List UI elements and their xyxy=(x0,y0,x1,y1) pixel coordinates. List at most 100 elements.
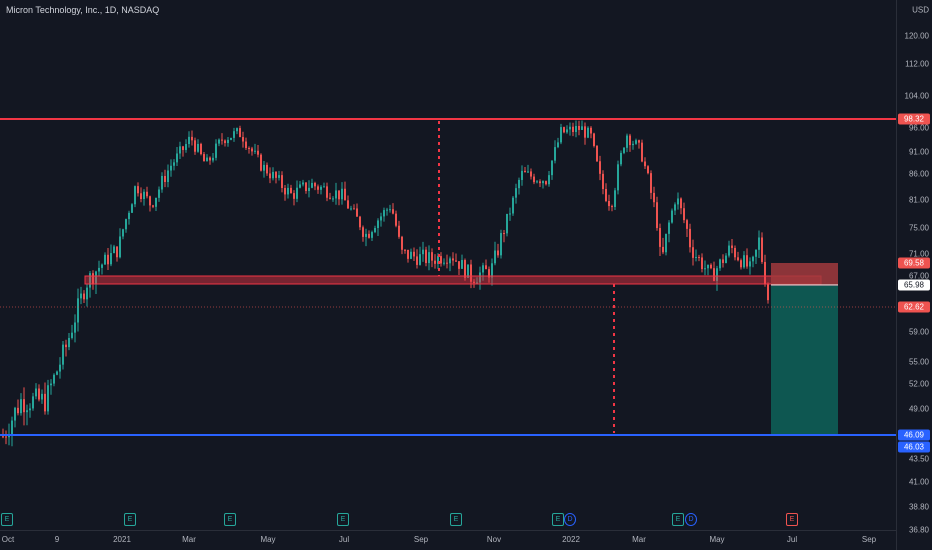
candle-body xyxy=(122,229,124,237)
candle-body xyxy=(200,143,202,155)
candle-body xyxy=(74,322,76,333)
candle-body xyxy=(56,371,58,375)
price-tag: 46.03 xyxy=(898,441,930,453)
candle-body xyxy=(272,171,274,179)
candle-body xyxy=(23,399,25,413)
candle-body xyxy=(719,259,721,269)
time-tick: May xyxy=(260,535,276,544)
earnings-marker[interactable]: E xyxy=(224,513,236,526)
candle-body xyxy=(386,209,388,211)
earnings-marker[interactable]: E xyxy=(124,513,136,526)
candle-body xyxy=(317,186,319,190)
candle-body xyxy=(161,175,163,190)
price-tag: 69.58 xyxy=(898,257,930,269)
candle-body xyxy=(620,152,622,165)
candle-body xyxy=(353,208,355,210)
candle-body xyxy=(515,188,517,198)
earnings-marker[interactable]: E xyxy=(450,513,462,526)
candle-body xyxy=(746,255,748,267)
candle-body xyxy=(602,173,604,190)
candle-body xyxy=(47,385,49,412)
earnings-marker[interactable]: E xyxy=(786,513,798,526)
candle-body xyxy=(113,246,115,254)
candle-body xyxy=(227,139,229,144)
time-tick: Mar xyxy=(632,535,646,544)
candle-body xyxy=(506,213,508,234)
candle-body xyxy=(725,255,727,263)
candle-body xyxy=(416,256,418,265)
candle-body xyxy=(572,126,574,133)
candle-body xyxy=(170,165,172,171)
candle-body xyxy=(710,264,712,269)
candle-body xyxy=(77,298,79,323)
stop-loss-zone xyxy=(771,263,838,285)
candle-body xyxy=(674,204,676,211)
time-tick: 2021 xyxy=(113,535,131,544)
candle-body xyxy=(335,190,337,199)
dividend-marker[interactable]: D xyxy=(685,513,697,526)
candle-body xyxy=(473,281,475,283)
dividend-marker[interactable]: D xyxy=(564,513,576,526)
candle-body xyxy=(482,265,484,273)
candle-body xyxy=(509,213,511,215)
candle-body xyxy=(605,189,607,201)
price-scale[interactable]: USD 120.00 112.00 104.00 96.00 91.00 86.00 81.… xyxy=(896,0,932,550)
candle-body xyxy=(50,383,52,386)
candle-body xyxy=(428,252,430,264)
candle-body xyxy=(377,220,379,229)
earnings-marker[interactable]: E xyxy=(672,513,684,526)
earnings-marker[interactable]: E xyxy=(552,513,564,526)
candle-body xyxy=(242,137,244,142)
earnings-marker[interactable]: E xyxy=(337,513,349,526)
price-tick: 67.00 xyxy=(908,271,929,281)
candle-body xyxy=(425,249,427,264)
candle-body xyxy=(530,171,532,177)
candle-body xyxy=(359,216,361,228)
candle-body xyxy=(260,154,262,171)
candle-body xyxy=(560,127,562,143)
candle-body xyxy=(365,233,367,237)
candle-body xyxy=(179,146,181,154)
candle-body xyxy=(437,256,439,264)
candle-body xyxy=(470,264,472,282)
candle-body xyxy=(500,233,502,256)
earnings-marker[interactable]: E xyxy=(1,513,13,526)
candle-body xyxy=(134,186,136,205)
candle-body xyxy=(752,256,754,262)
candle-body xyxy=(533,176,535,183)
candle-body xyxy=(389,209,391,211)
candle-body xyxy=(488,269,490,278)
candle-body xyxy=(551,160,553,176)
candle-body xyxy=(125,219,127,230)
candle-body xyxy=(608,200,610,207)
candle-body xyxy=(581,126,583,130)
candle-body xyxy=(8,435,10,438)
candle-body xyxy=(698,256,700,258)
price-tick: 43.50 xyxy=(908,454,929,464)
candle-body xyxy=(653,192,655,203)
price-tick: 38.80 xyxy=(908,502,929,512)
candle-body xyxy=(311,182,313,188)
candle-body xyxy=(635,140,637,144)
candle-body xyxy=(536,181,538,183)
candle-body xyxy=(566,129,568,133)
price-tick: 41.00 xyxy=(908,477,929,487)
candle-body xyxy=(662,246,664,253)
price-chart[interactable] xyxy=(0,0,896,530)
chart-pane[interactable]: Micron Technology, Inc., 1D, NASDAQ Oct 9… xyxy=(0,0,896,550)
candle-body xyxy=(356,208,358,217)
candle-body xyxy=(176,153,178,163)
candle-body xyxy=(440,256,442,264)
candle-body xyxy=(737,257,739,261)
candle-body xyxy=(614,190,616,207)
candle-body xyxy=(302,182,304,185)
candle-body xyxy=(644,161,646,167)
candle-body xyxy=(398,225,400,237)
candle-body xyxy=(83,293,85,300)
candle-body xyxy=(236,128,238,132)
candle-body xyxy=(305,182,307,191)
time-tick: May xyxy=(709,535,725,544)
candle-body xyxy=(380,216,382,221)
candle-body xyxy=(116,246,118,258)
candle-body xyxy=(491,263,493,278)
